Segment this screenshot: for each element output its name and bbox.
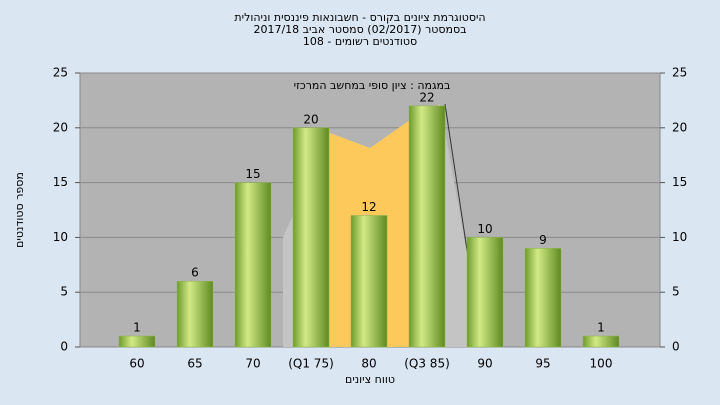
y2-tick-label: 10 bbox=[672, 230, 687, 244]
spread-line bbox=[444, 103, 471, 271]
chart-title: היסטוגרמת ציונים בקורס - חשבונאות פיננסי… bbox=[234, 11, 485, 24]
value-label: 22 bbox=[419, 90, 434, 104]
y2-tick-label: 20 bbox=[672, 120, 687, 134]
bar bbox=[118, 335, 156, 348]
y2-tick-label: 0 bbox=[672, 340, 680, 354]
x-tick-label: 70 bbox=[245, 357, 260, 371]
bar bbox=[292, 127, 330, 348]
y-tick-label: 20 bbox=[53, 120, 68, 134]
value-label: 15 bbox=[245, 167, 260, 181]
chart-subtitle: סטודנטים רשומים - 108 bbox=[303, 35, 417, 48]
bar bbox=[234, 182, 272, 348]
value-label: 6 bbox=[191, 266, 199, 280]
x-tick-label: 80 bbox=[361, 357, 376, 371]
x-axis-label: טווח ציונים bbox=[345, 373, 395, 386]
bar bbox=[350, 215, 388, 348]
value-label: 20 bbox=[303, 112, 318, 126]
x-tick-label: (Q3 85) bbox=[404, 357, 450, 371]
value-label: 10 bbox=[477, 222, 492, 236]
value-label: 9 bbox=[539, 233, 547, 247]
bar bbox=[524, 248, 562, 348]
bar bbox=[466, 237, 504, 348]
x-tick-label: 65 bbox=[187, 357, 202, 371]
y-tick-label: 10 bbox=[53, 230, 68, 244]
y-tick-label: 5 bbox=[60, 285, 68, 299]
value-label: 12 bbox=[361, 200, 376, 214]
y2-tick-label: 15 bbox=[672, 175, 687, 189]
bar bbox=[582, 335, 620, 348]
x-tick-label: 100 bbox=[590, 357, 613, 371]
y2-tick-label: 25 bbox=[672, 66, 687, 80]
x-tick-label: 90 bbox=[477, 357, 492, 371]
y-tick-label: 25 bbox=[53, 66, 68, 80]
y-axis-label: מספר סטודנטים bbox=[13, 172, 26, 248]
value-label: 1 bbox=[597, 321, 605, 335]
bar bbox=[176, 280, 214, 348]
y-tick-label: 15 bbox=[53, 175, 68, 189]
x-tick-label: (Q1 75) bbox=[288, 357, 334, 371]
chart-subtitle: בסמסטר (02/2017) סמסטר אביב 2017/18 bbox=[253, 23, 466, 36]
annotation: במגמה : ציון סופי במחשב המרכזי bbox=[294, 79, 451, 92]
bar bbox=[408, 105, 446, 348]
value-label: 1 bbox=[133, 321, 141, 335]
y2-tick-label: 5 bbox=[672, 285, 680, 299]
x-tick-label: 60 bbox=[129, 357, 144, 371]
y-tick-label: 0 bbox=[60, 340, 68, 354]
x-tick-label: 95 bbox=[535, 357, 550, 371]
